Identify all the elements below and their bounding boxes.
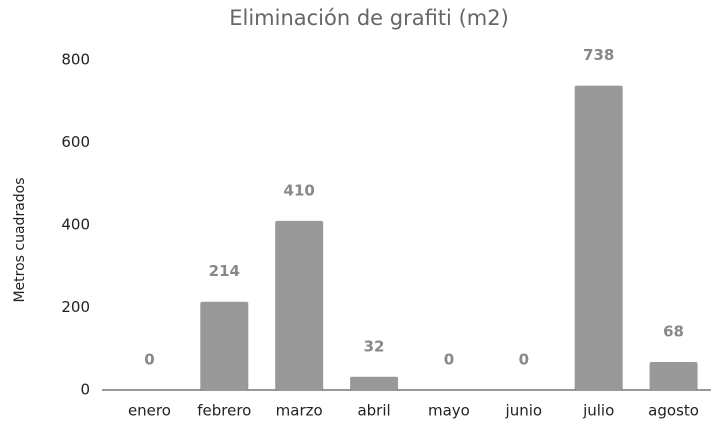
x-tick-label: marzo: [276, 402, 323, 420]
chart-title: Eliminación de grafiti (m2): [229, 6, 509, 30]
data-label: 738: [583, 46, 614, 64]
data-label: 0: [444, 351, 454, 369]
x-tick-label: agosto: [648, 402, 699, 420]
y-tick-label: 800: [61, 51, 90, 69]
data-label: 0: [519, 351, 529, 369]
y-tick-label: 600: [61, 133, 90, 151]
x-tick-label: enero: [128, 402, 171, 420]
x-tick-label: febrero: [197, 402, 251, 420]
data-label: 214: [209, 262, 240, 280]
y-axis-label: Metros cuadrados: [12, 177, 28, 302]
x-tick-label: abril: [357, 402, 390, 420]
x-tick-label: julio: [582, 402, 614, 420]
y-tick-label: 0: [80, 381, 90, 399]
bar: [200, 301, 249, 390]
x-tick-label: mayo: [428, 402, 470, 420]
bar: [350, 376, 399, 390]
data-label: 32: [364, 337, 385, 355]
x-tick-label: junio: [505, 402, 543, 420]
bar: [649, 361, 698, 390]
bar: [574, 85, 623, 390]
data-label: 410: [284, 181, 315, 199]
bar: [275, 220, 324, 390]
y-tick-label: 400: [61, 216, 90, 234]
data-label: 68: [663, 322, 684, 340]
y-tick-label: 200: [61, 298, 90, 316]
data-label: 0: [144, 351, 154, 369]
